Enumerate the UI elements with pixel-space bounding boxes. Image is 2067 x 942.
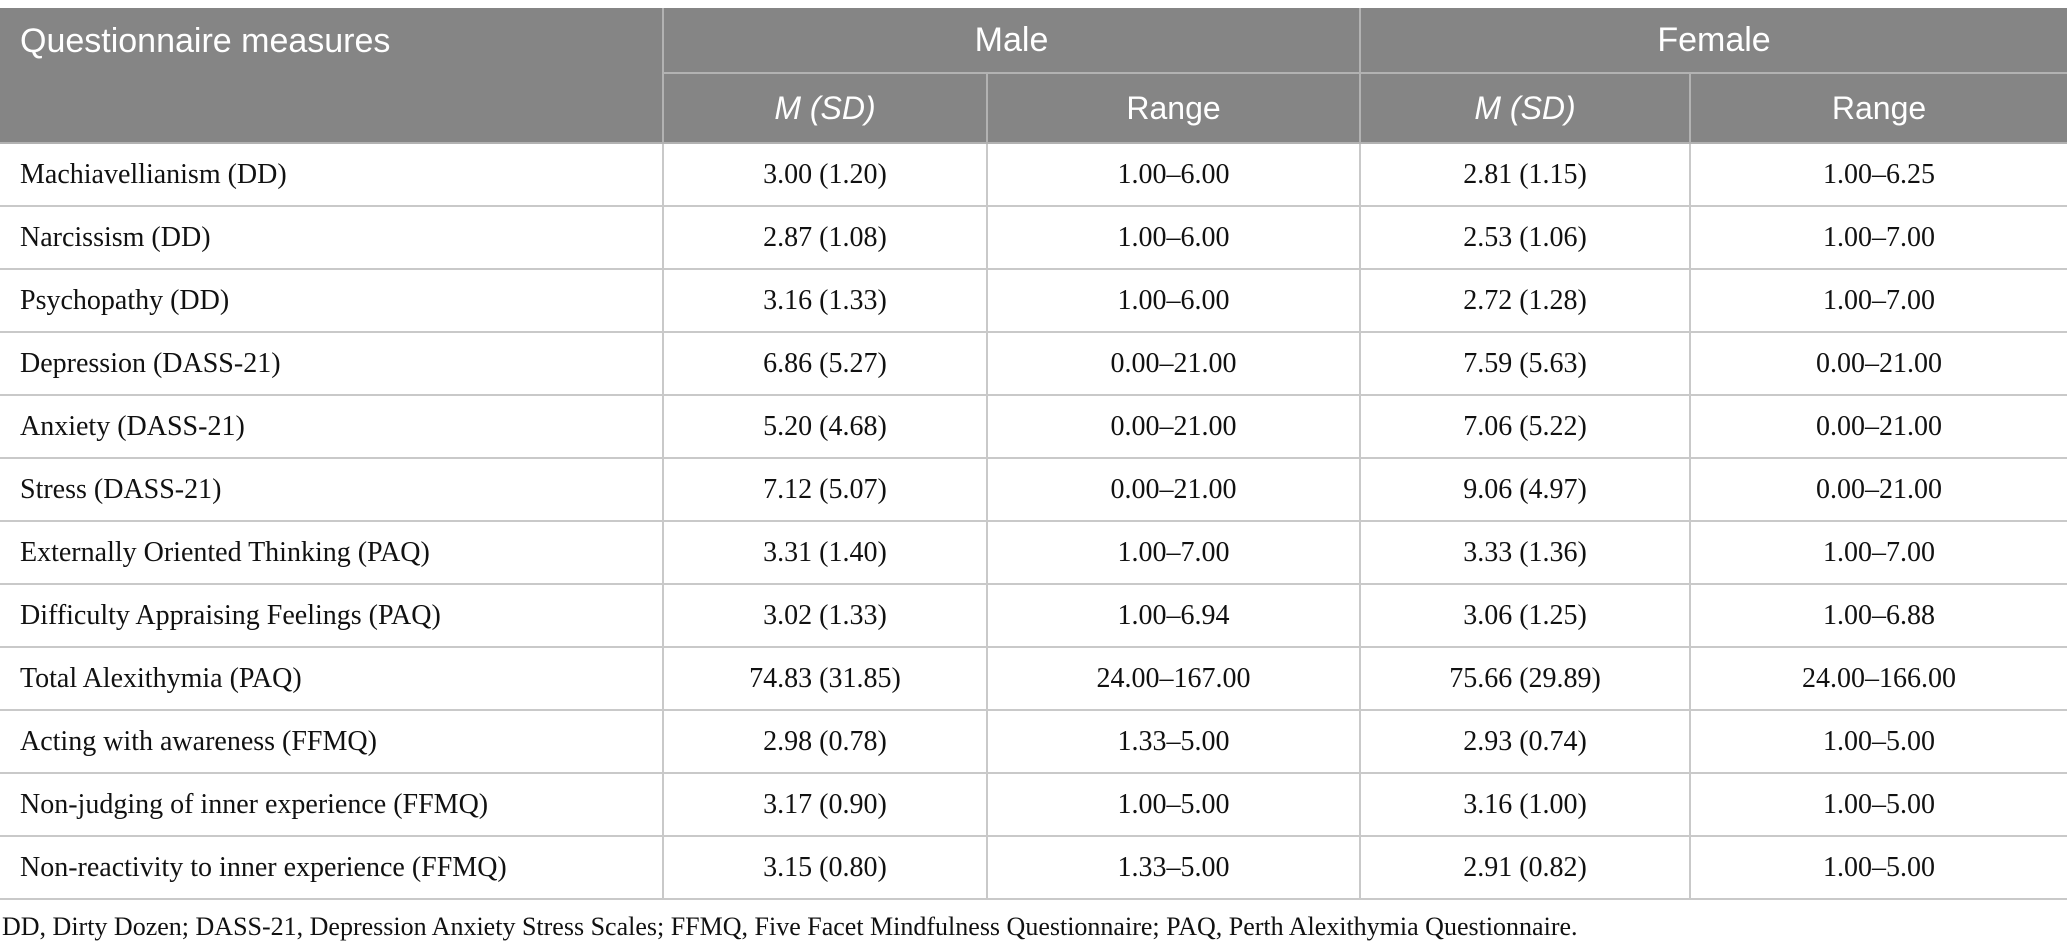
measure-cell: Acting with awareness (FFMQ): [0, 709, 664, 774]
measure-cell: Non-judging of inner experience (FFMQ): [0, 772, 664, 837]
subheader-male-msd: M (SD): [663, 73, 988, 144]
table-header: Questionnaire measures Male Female M (SD…: [0, 8, 2067, 144]
male-msd-cell: 3.16 (1.33): [662, 268, 988, 333]
male-msd-cell: 3.02 (1.33): [662, 583, 988, 648]
male-range-cell: 1.33–5.00: [985, 835, 1362, 900]
female-range-cell: 1.00–5.00: [1689, 709, 2067, 774]
table-footnote: DD, Dirty Dozen; DASS-21, Depression Anx…: [2, 912, 1578, 941]
male-msd-cell: 2.87 (1.08): [662, 205, 988, 270]
table-row: Narcissism (DD) 2.87 (1.08) 1.00–6.00 2.…: [0, 205, 2067, 270]
group-header-row: Questionnaire measures Male Female: [0, 8, 2067, 144]
male-msd-cell: 3.31 (1.40): [662, 520, 988, 585]
female-msd-cell: 9.06 (4.97): [1359, 457, 1692, 522]
female-msd-cell: 3.16 (1.00): [1359, 772, 1692, 837]
female-range-cell: 1.00–7.00: [1689, 520, 2067, 585]
male-range-cell: 0.00–21.00: [985, 394, 1362, 459]
subheader-male-range: Range: [985, 73, 1362, 144]
measure-cell: Anxiety (DASS-21): [0, 394, 664, 459]
measure-cell: Depression (DASS-21): [0, 331, 664, 396]
female-range-cell: 0.00–21.00: [1689, 331, 2067, 396]
male-msd-cell: 2.98 (0.78): [662, 709, 988, 774]
subheader-female-msd: M (SD): [1359, 73, 1692, 144]
col-header-questionnaire-measures: Questionnaire measures: [0, 8, 664, 144]
male-range-cell: 1.33–5.00: [985, 709, 1362, 774]
female-msd-cell: 75.66 (29.89): [1359, 646, 1692, 711]
male-msd-cell: 3.00 (1.20): [662, 142, 988, 207]
male-msd-cell: 7.12 (5.07): [662, 457, 988, 522]
female-range-cell: 24.00–166.00: [1689, 646, 2067, 711]
male-msd-cell: 74.83 (31.85): [662, 646, 988, 711]
female-range-cell: 1.00–7.00: [1689, 205, 2067, 270]
group-header-female: Female: [1359, 8, 2067, 74]
table-row: Difficulty Appraising Feelings (PAQ) 3.0…: [0, 583, 2067, 648]
table-row: Machiavellianism (DD) 3.00 (1.20) 1.00–6…: [0, 142, 2067, 207]
female-range-cell: 1.00–7.00: [1689, 268, 2067, 333]
table-row: Non-reactivity to inner experience (FFMQ…: [0, 835, 2067, 900]
measure-cell: Total Alexithymia (PAQ): [0, 646, 664, 711]
female-range-cell: 1.00–6.25: [1689, 142, 2067, 207]
male-range-cell: 1.00–6.00: [985, 268, 1362, 333]
measure-cell: Narcissism (DD): [0, 205, 664, 270]
table-row: Non-judging of inner experience (FFMQ) 3…: [0, 772, 2067, 837]
male-msd-cell: 6.86 (5.27): [662, 331, 988, 396]
measure-cell: Externally Oriented Thinking (PAQ): [0, 520, 664, 585]
male-range-cell: 0.00–21.00: [985, 457, 1362, 522]
table-row: Total Alexithymia (PAQ) 74.83 (31.85) 24…: [0, 646, 2067, 711]
table-row: Anxiety (DASS-21) 5.20 (4.68) 0.00–21.00…: [0, 394, 2067, 459]
female-range-cell: 1.00–6.88: [1689, 583, 2067, 648]
table-row: Psychopathy (DD) 3.16 (1.33) 1.00–6.00 2…: [0, 268, 2067, 333]
female-msd-cell: 2.53 (1.06): [1359, 205, 1692, 270]
male-msd-cell: 5.20 (4.68): [662, 394, 988, 459]
descriptive-statistics-table: Questionnaire measures Male Female M (SD…: [0, 8, 2067, 900]
female-range-cell: 1.00–5.00: [1689, 835, 2067, 900]
male-range-cell: 1.00–5.00: [985, 772, 1362, 837]
group-header-male: Male: [661, 8, 1362, 74]
female-msd-cell: 2.93 (0.74): [1359, 709, 1692, 774]
male-range-cell: 1.00–6.00: [985, 142, 1362, 207]
measure-cell: Psychopathy (DD): [0, 268, 664, 333]
female-msd-cell: 2.81 (1.15): [1359, 142, 1692, 207]
male-msd-cell: 3.15 (0.80): [662, 835, 988, 900]
female-msd-cell: 2.72 (1.28): [1359, 268, 1692, 333]
table-row: Depression (DASS-21) 6.86 (5.27) 0.00–21…: [0, 331, 2067, 396]
female-msd-cell: 3.33 (1.36): [1359, 520, 1692, 585]
male-msd-cell: 3.17 (0.90): [662, 772, 988, 837]
female-range-cell: 0.00–21.00: [1689, 457, 2067, 522]
male-range-cell: 0.00–21.00: [985, 331, 1362, 396]
measure-cell: Non-reactivity to inner experience (FFMQ…: [0, 835, 664, 900]
male-range-cell: 1.00–7.00: [985, 520, 1362, 585]
female-range-cell: 1.00–5.00: [1689, 772, 2067, 837]
sub-header-row: M (SD) Range M (SD) Range: [0, 73, 2067, 144]
male-range-cell: 1.00–6.00: [985, 205, 1362, 270]
female-msd-cell: 3.06 (1.25): [1359, 583, 1692, 648]
measure-cell: Machiavellianism (DD): [0, 142, 664, 207]
measure-cell: Stress (DASS-21): [0, 457, 664, 522]
male-range-cell: 24.00–167.00: [985, 646, 1362, 711]
subheader-female-range: Range: [1689, 73, 2067, 144]
female-msd-cell: 2.91 (0.82): [1359, 835, 1692, 900]
table-row: Externally Oriented Thinking (PAQ) 3.31 …: [0, 520, 2067, 585]
female-msd-cell: 7.06 (5.22): [1359, 394, 1692, 459]
table-row: Stress (DASS-21) 7.12 (5.07) 0.00–21.00 …: [0, 457, 2067, 522]
table-body: Machiavellianism (DD) 3.00 (1.20) 1.00–6…: [0, 142, 2067, 900]
measure-cell: Difficulty Appraising Feelings (PAQ): [0, 583, 664, 648]
female-range-cell: 0.00–21.00: [1689, 394, 2067, 459]
female-msd-cell: 7.59 (5.63): [1359, 331, 1692, 396]
male-range-cell: 1.00–6.94: [985, 583, 1362, 648]
table-row: Acting with awareness (FFMQ) 2.98 (0.78)…: [0, 709, 2067, 774]
